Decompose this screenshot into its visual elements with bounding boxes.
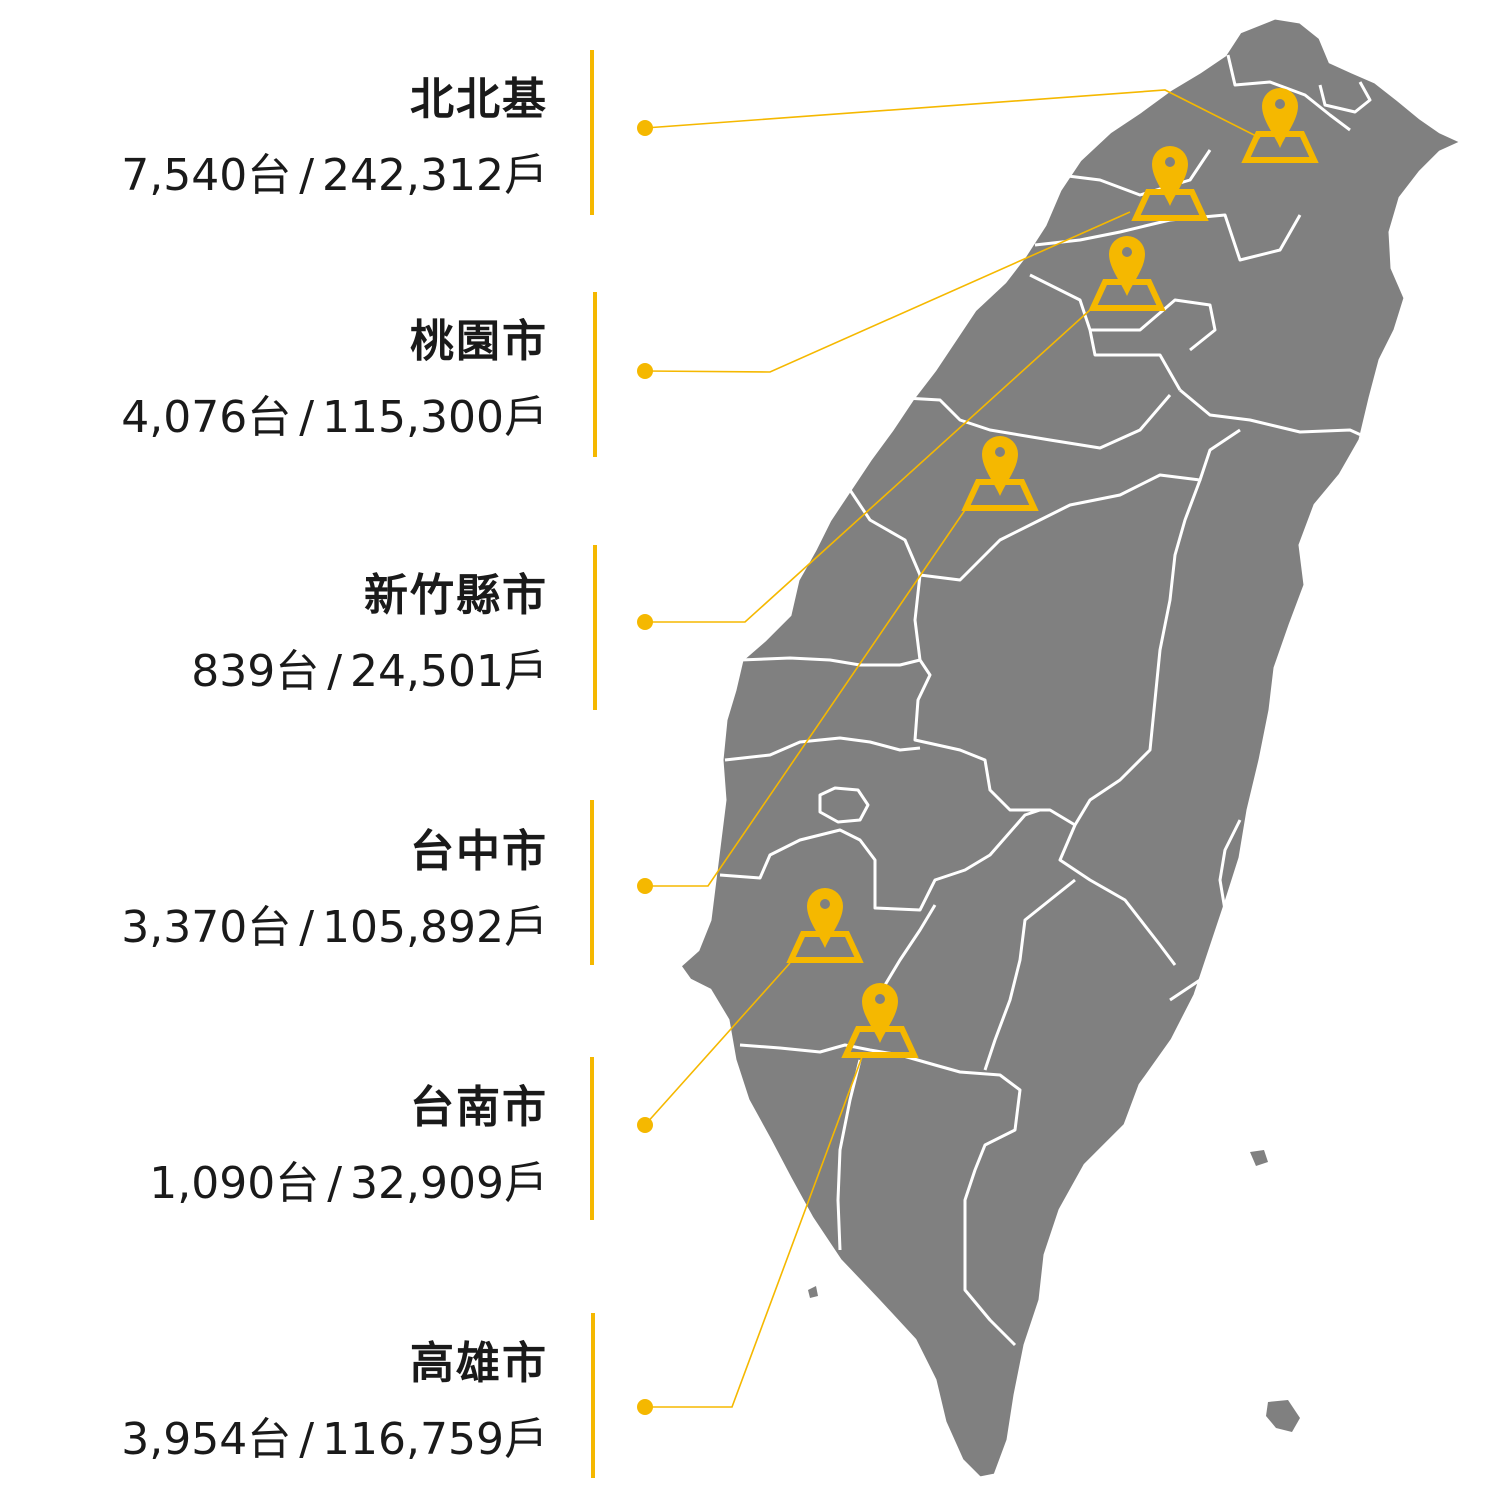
region-stats: 1,090台/32,909戶 xyxy=(28,1156,548,1212)
region-stats: 839台/24,501戶 xyxy=(28,644,548,700)
household-count: 242,312戶 xyxy=(322,150,548,201)
household-count: 115,300戶 xyxy=(322,392,548,443)
unit-count: 1,090台 xyxy=(149,1158,320,1209)
region-label-1: 北北基 7,540台/242,312戶 xyxy=(28,72,548,204)
unit-count: 7,540台 xyxy=(121,150,292,201)
household-count: 24,501戶 xyxy=(350,646,548,697)
map-pin-icon xyxy=(961,436,1039,511)
region-stats: 3,370台/105,892戶 xyxy=(28,900,548,956)
label-bars xyxy=(590,50,597,1478)
connector-lines xyxy=(644,89,1261,1408)
xiaoliuqiu-island xyxy=(808,1286,818,1298)
region-label-4: 台中市 3,370台/105,892戶 xyxy=(28,824,548,956)
region-name: 台南市 xyxy=(410,1082,548,1133)
stats-separator: / xyxy=(327,646,343,697)
region-stats: 3,954台/116,759戶 xyxy=(28,1412,548,1468)
stats-separator: / xyxy=(299,902,315,953)
region-name: 高雄市 xyxy=(410,1338,548,1389)
label-dot xyxy=(637,120,653,136)
orchid-island xyxy=(1266,1400,1300,1432)
map-pin-icon xyxy=(1131,146,1209,221)
region-name: 桃園市 xyxy=(410,316,548,367)
region-name: 新竹縣市 xyxy=(364,570,548,621)
region-stats: 4,076台/115,300戶 xyxy=(28,390,548,446)
label-dot xyxy=(637,1399,653,1415)
household-count: 116,759戶 xyxy=(322,1414,548,1465)
connector-line xyxy=(645,1056,863,1408)
region-stats: 7,540台/242,312戶 xyxy=(28,148,548,204)
unit-count: 839台 xyxy=(191,646,320,697)
connector-line xyxy=(644,89,1261,139)
label-dot xyxy=(637,363,653,379)
stats-separator: / xyxy=(299,392,315,443)
map-pin-icon xyxy=(841,983,919,1058)
map-pin-icon xyxy=(1088,236,1166,311)
county-borders xyxy=(719,54,1373,1347)
region-name: 北北基 xyxy=(410,74,548,125)
taiwan-island xyxy=(677,16,1466,1480)
label-dot xyxy=(637,1117,653,1133)
unit-count: 3,370台 xyxy=(121,902,292,953)
green-island xyxy=(1250,1150,1268,1166)
unit-count: 4,076台 xyxy=(121,392,292,443)
label-dots xyxy=(637,120,653,1415)
region-label-3: 新竹縣市 839台/24,501戶 xyxy=(28,568,548,700)
unit-count: 3,954台 xyxy=(121,1414,292,1465)
household-count: 32,909戶 xyxy=(350,1158,548,1209)
map-markers xyxy=(786,88,1319,1058)
connector-line xyxy=(645,509,966,887)
map-pin-icon xyxy=(1241,88,1319,163)
label-dot xyxy=(637,614,653,630)
label-dot xyxy=(637,878,653,894)
stats-separator: / xyxy=(327,1158,343,1209)
map-pin-icon xyxy=(786,888,864,963)
region-label-5: 台南市 1,090台/32,909戶 xyxy=(28,1080,548,1212)
region-name: 台中市 xyxy=(410,826,548,877)
household-count: 105,892戶 xyxy=(322,902,548,953)
stats-separator: / xyxy=(299,1414,315,1465)
region-label-2: 桃園市 4,076台/115,300戶 xyxy=(28,314,548,446)
connector-line xyxy=(644,211,1131,373)
stats-separator: / xyxy=(299,150,315,201)
connector-line xyxy=(645,309,1091,623)
region-label-6: 高雄市 3,954台/116,759戶 xyxy=(28,1336,548,1468)
connector-line xyxy=(644,962,791,1126)
